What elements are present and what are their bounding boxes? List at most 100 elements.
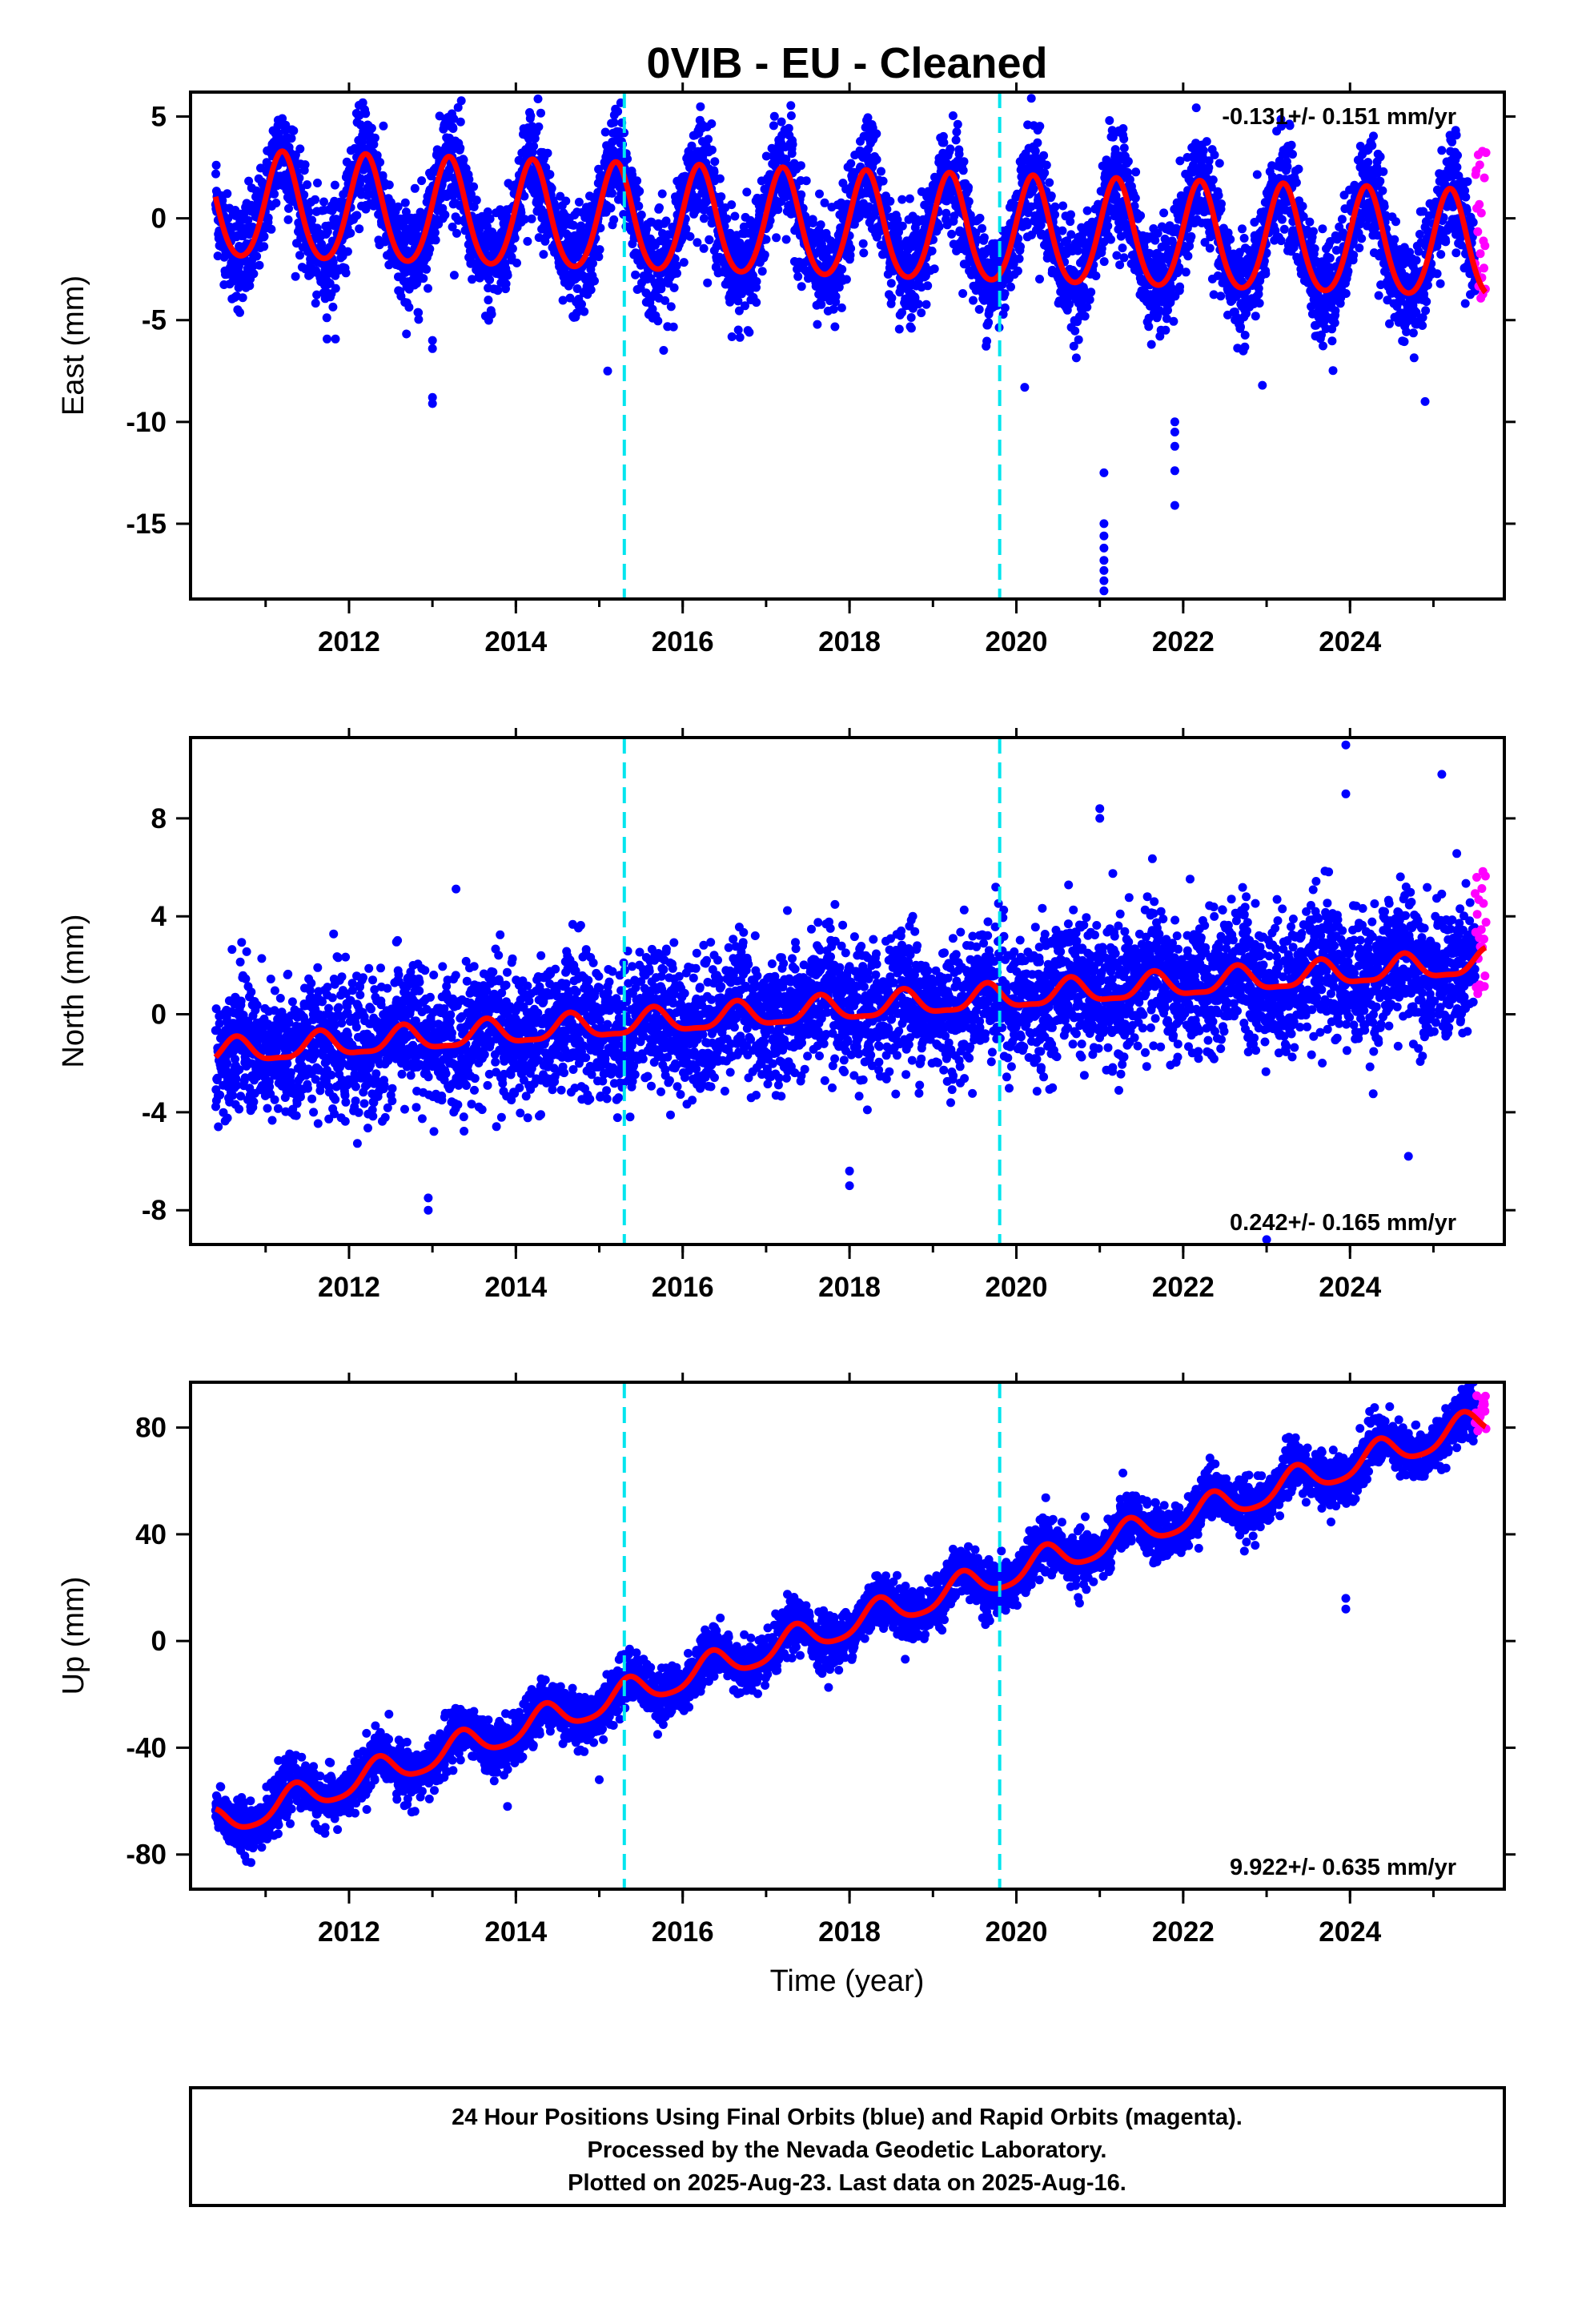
- east-final-point: [974, 304, 984, 314]
- east-final-point: [304, 207, 314, 217]
- east-final-point: [781, 235, 791, 244]
- east-final-point: [679, 258, 689, 267]
- east-final-point: [1331, 306, 1340, 316]
- east-final-point: [1000, 289, 1010, 299]
- east-final-point: [1074, 335, 1083, 344]
- east-final-point: [655, 203, 664, 212]
- east-final-point: [295, 144, 305, 154]
- east-final-point: [742, 187, 752, 197]
- east-final-point: [243, 215, 253, 225]
- east-final-point: [588, 259, 597, 268]
- east-final-point: [841, 275, 851, 284]
- east-final-point: [1086, 287, 1096, 297]
- east-final-point: [469, 182, 479, 191]
- east-final-point: [356, 174, 366, 183]
- east-final-point: [1066, 210, 1075, 219]
- east-final-point: [1042, 160, 1051, 170]
- east-final-point: [1191, 103, 1201, 113]
- east-final-point: [1016, 242, 1025, 251]
- east-final-point: [930, 264, 939, 274]
- east-final-point: [1205, 243, 1215, 253]
- east-final-point: [1328, 366, 1338, 376]
- east-final-point: [958, 166, 968, 175]
- east-final-point: [1294, 164, 1303, 174]
- east-final-point: [448, 222, 457, 231]
- east-final-point: [456, 143, 465, 153]
- east-final-point: [472, 195, 481, 205]
- east-final-point: [1045, 178, 1054, 187]
- east-final-point: [414, 308, 424, 317]
- east-final-point: [813, 320, 822, 329]
- east-final-point: [886, 279, 896, 288]
- east-final-point: [487, 309, 496, 319]
- east-final-point: [1000, 303, 1010, 312]
- east-final-point: [1035, 122, 1045, 131]
- east-final-point: [707, 145, 717, 155]
- east-final-point: [561, 196, 571, 206]
- east-final-point: [1349, 251, 1359, 259]
- east-final-point: [1261, 269, 1271, 279]
- east-final-point: [1215, 159, 1224, 168]
- east-final-point: [270, 189, 279, 199]
- east-final-point: [370, 133, 379, 143]
- east-final-point: [1199, 146, 1208, 155]
- east-final-point: [459, 155, 468, 164]
- east-final-point: [829, 304, 838, 314]
- east-final-point: [1013, 266, 1022, 275]
- east-final-point: [897, 195, 907, 204]
- east-final-point: [815, 189, 824, 199]
- east-final-point: [837, 264, 847, 274]
- east-final-point: [735, 332, 745, 342]
- east-final-point: [1050, 210, 1060, 219]
- east-final-point: [410, 183, 420, 193]
- east-final-point: [613, 107, 623, 116]
- east-final-point: [1071, 353, 1081, 363]
- east-final-point: [1119, 143, 1129, 153]
- east-final-point: [501, 279, 511, 288]
- east-final-point: [1159, 208, 1169, 218]
- east-final-point: [574, 197, 584, 207]
- east-final-point: [1070, 326, 1080, 336]
- east-final-point: [830, 322, 840, 332]
- east-final-point: [948, 111, 958, 120]
- east-final-point: [757, 267, 767, 276]
- east-final-point: [238, 293, 247, 303]
- east-final-point: [1166, 283, 1176, 293]
- east-final-point: [837, 303, 846, 312]
- east-final-point: [312, 290, 322, 300]
- east-final-point: [259, 231, 269, 241]
- east-final-point: [1226, 235, 1235, 244]
- east-final-point: [1123, 157, 1133, 166]
- east-final-point: [666, 302, 676, 312]
- east-final-point: [352, 211, 362, 220]
- east-final-point: [1325, 253, 1335, 263]
- east-final-point: [964, 183, 973, 192]
- east-final-point: [1106, 235, 1115, 244]
- east-final-point: [299, 190, 309, 199]
- east-final-point: [534, 122, 544, 131]
- east-final-point: [369, 139, 379, 149]
- east-final-point: [1169, 316, 1178, 326]
- east-final-point: [1105, 116, 1114, 125]
- east-final-point: [1216, 292, 1226, 301]
- east-final-point: [1283, 162, 1292, 171]
- east-final-point: [906, 324, 916, 333]
- east-final-point: [954, 150, 964, 159]
- east-final-point: [259, 242, 269, 251]
- east-final-point: [1236, 322, 1245, 332]
- figure-title: 0VIB - EU - Cleaned: [646, 39, 1047, 87]
- east-final-point: [858, 239, 868, 248]
- east-final-point: [417, 176, 427, 186]
- east-final-point: [322, 313, 331, 323]
- east-final-point: [894, 324, 904, 334]
- east-final-point: [358, 98, 367, 107]
- panel-east: 2012 2014 2016 2018 2020 2022 202450-5-10-15Ea…: [57, 82, 1516, 657]
- east-final-point: [355, 224, 364, 234]
- east-final-point: [927, 246, 937, 255]
- east-final-point: [1337, 215, 1347, 224]
- east-final-point: [295, 251, 304, 260]
- east-final-point: [1103, 221, 1113, 231]
- east-final-point: [707, 119, 717, 128]
- east-final-point: [1099, 257, 1109, 267]
